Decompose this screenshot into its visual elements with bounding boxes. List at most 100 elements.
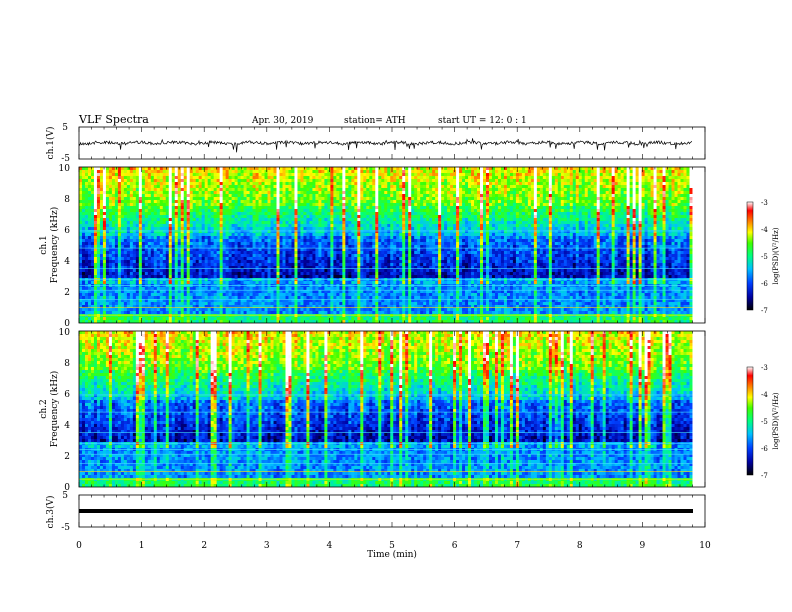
ch1-spectrogram-cell: [201, 209, 206, 213]
ch1-spectrogram-cell: [315, 230, 319, 234]
ch1-spectrogram-cell: [219, 200, 224, 204]
ch1-spectrogram-cell: [96, 188, 101, 192]
ch1-spectrogram-cell: [527, 215, 532, 219]
ch1-spectrogram-cell: [477, 197, 481, 201]
ch1-spectrogram-cell: [198, 173, 203, 177]
ch1-spectrogram-cell: [629, 188, 634, 192]
ch1-spectrogram-cell: [339, 188, 343, 192]
ch1-spectrogram-cell: [593, 215, 598, 219]
ch1-spectrogram-cell: [683, 233, 687, 237]
ch1-spectrogram-cell: [330, 197, 334, 201]
ch1-spectrogram-cell: [650, 218, 654, 222]
ch1-spectrogram-cell: [219, 212, 224, 216]
ch1-spectrogram-cell: [198, 224, 203, 228]
ch1-spectrogram-cell: [162, 176, 167, 180]
ch1-spectrogram-cell: [488, 185, 493, 189]
ch1-spectrogram-cell: [626, 188, 631, 192]
ch1-spectrogram-cell: [342, 191, 346, 195]
ch1-spectrogram-cell: [450, 236, 454, 240]
ch1-spectrogram-cell: [408, 215, 412, 219]
ch1-spectrogram-cell: [647, 194, 651, 198]
ch1-spectrogram-cell: [111, 197, 116, 201]
ch1-spectrogram-cell: [378, 200, 382, 204]
ch1-spectrogram-cell: [285, 200, 289, 204]
ch1-spectrogram-cell: [204, 227, 209, 231]
ch1-spectrogram-cell: [521, 194, 526, 198]
ch1-spectrogram-cell: [303, 233, 307, 237]
ch1-spectrogram-cell: [366, 173, 370, 177]
ch1-spectrogram-cell: [399, 188, 403, 192]
ch1-spectrogram-cell: [518, 218, 523, 222]
ch1-spectrogram-cell: [150, 185, 155, 189]
ch1-spectrogram-cell: [590, 182, 595, 186]
ch1-spectrogram-cell: [231, 236, 236, 240]
ch1-spectrogram-cell: [581, 182, 586, 186]
ch1-spectrogram-cell: [270, 197, 274, 201]
ch1-spectrogram-cell: [548, 221, 553, 225]
ch1-spectrogram-cell: [560, 236, 565, 240]
ch1-spectrogram-cell: [420, 236, 424, 240]
ch1-spectrogram-cell: [273, 221, 277, 225]
ch1-spectrogram-cell: [629, 182, 634, 186]
ch1-spectrogram-cell: [111, 182, 116, 186]
ch1-spectrogram-cell: [207, 182, 212, 186]
ch1-spectrogram-cell: [653, 176, 657, 180]
ch1-spectrogram-cell: [327, 188, 331, 192]
ch1-spectrogram-cell: [569, 200, 574, 204]
ch1-spectrogram-cell: [252, 221, 256, 225]
ch1-spectrogram-cell: [159, 236, 164, 240]
ch1-spectrogram-cell: [617, 203, 622, 207]
ch1-spectrogram-cell: [512, 233, 517, 237]
ch1-spectrogram-cell: [635, 212, 640, 216]
ch1-spectrogram-cell: [126, 224, 131, 228]
ch1-spectrogram-cell: [264, 191, 268, 195]
ch1-spectrogram-cell: [240, 176, 244, 180]
ch1-spectrogram-cell: [96, 173, 101, 177]
ch1-spectrogram-cell: [527, 206, 532, 210]
ch1-spectrogram-cell: [186, 215, 191, 219]
ch1-spectrogram-cell: [135, 206, 140, 210]
ch1-spectrogram-cell: [566, 212, 571, 216]
ch1-spectrogram-cell: [246, 182, 250, 186]
ch1-spectrogram-cell: [527, 218, 532, 222]
ch1-spectrogram-cell: [240, 170, 244, 174]
ch1-spectrogram-cell: [518, 173, 523, 177]
ch1-spectrogram-cell: [156, 191, 161, 195]
ch1-spectrogram-cell: [369, 230, 373, 234]
ch1-spectrogram-cell: [477, 227, 481, 231]
ch1-spectrogram-cell: [653, 209, 657, 213]
ch1-spectrogram-cell: [222, 230, 227, 234]
ch1-spectrogram-cell: [354, 212, 358, 216]
ch1-spectrogram-cell: [599, 185, 604, 189]
ch1-spectrogram-cell: [656, 197, 660, 201]
ch1-spectrogram-cell: [471, 170, 475, 174]
ch1-spectrogram-cell: [273, 224, 277, 228]
ch1-spectrogram-cell: [530, 176, 535, 180]
ch1-spectrogram-cell: [81, 173, 86, 177]
ch1-spectrogram-cell: [363, 173, 367, 177]
ch1-spectrogram-cell: [656, 215, 660, 219]
ch1-spectrogram-cell: [360, 182, 364, 186]
ch1-spectrogram-cell: [477, 170, 481, 174]
ch1-spectrogram-cell: [638, 167, 642, 171]
ch1-spectrogram-cell: [644, 221, 648, 225]
ch1-spectrogram-cell: [270, 236, 274, 240]
ch1-spectrogram-cell: [551, 221, 556, 225]
ch1-spectrogram-cell: [351, 185, 355, 189]
ch1-spectrogram-cell: [327, 236, 331, 240]
ch1-spectrogram-cell: [620, 233, 625, 237]
ch1-spectrogram-cell: [264, 215, 268, 219]
ch1-spectrogram-cell: [438, 185, 442, 189]
ch1-spectrogram-cell: [297, 188, 301, 192]
ch1-spectrogram-cell: [584, 170, 589, 174]
ch1-spectrogram-cell: [141, 167, 146, 171]
ch1-spectrogram-cell: [444, 200, 448, 204]
ch1-spectrogram-cell: [252, 230, 256, 234]
ch1-spectrogram-cell: [165, 173, 170, 177]
ch1-spectrogram-cell: [441, 197, 445, 201]
ch1-spectrogram-cell: [393, 218, 397, 222]
ch1-spectrogram-cell: [336, 170, 340, 174]
ch1-spectrogram-cell: [599, 188, 604, 192]
ch1-spectrogram-cell: [147, 224, 152, 228]
ch1-spectrogram-cell: [474, 221, 478, 225]
